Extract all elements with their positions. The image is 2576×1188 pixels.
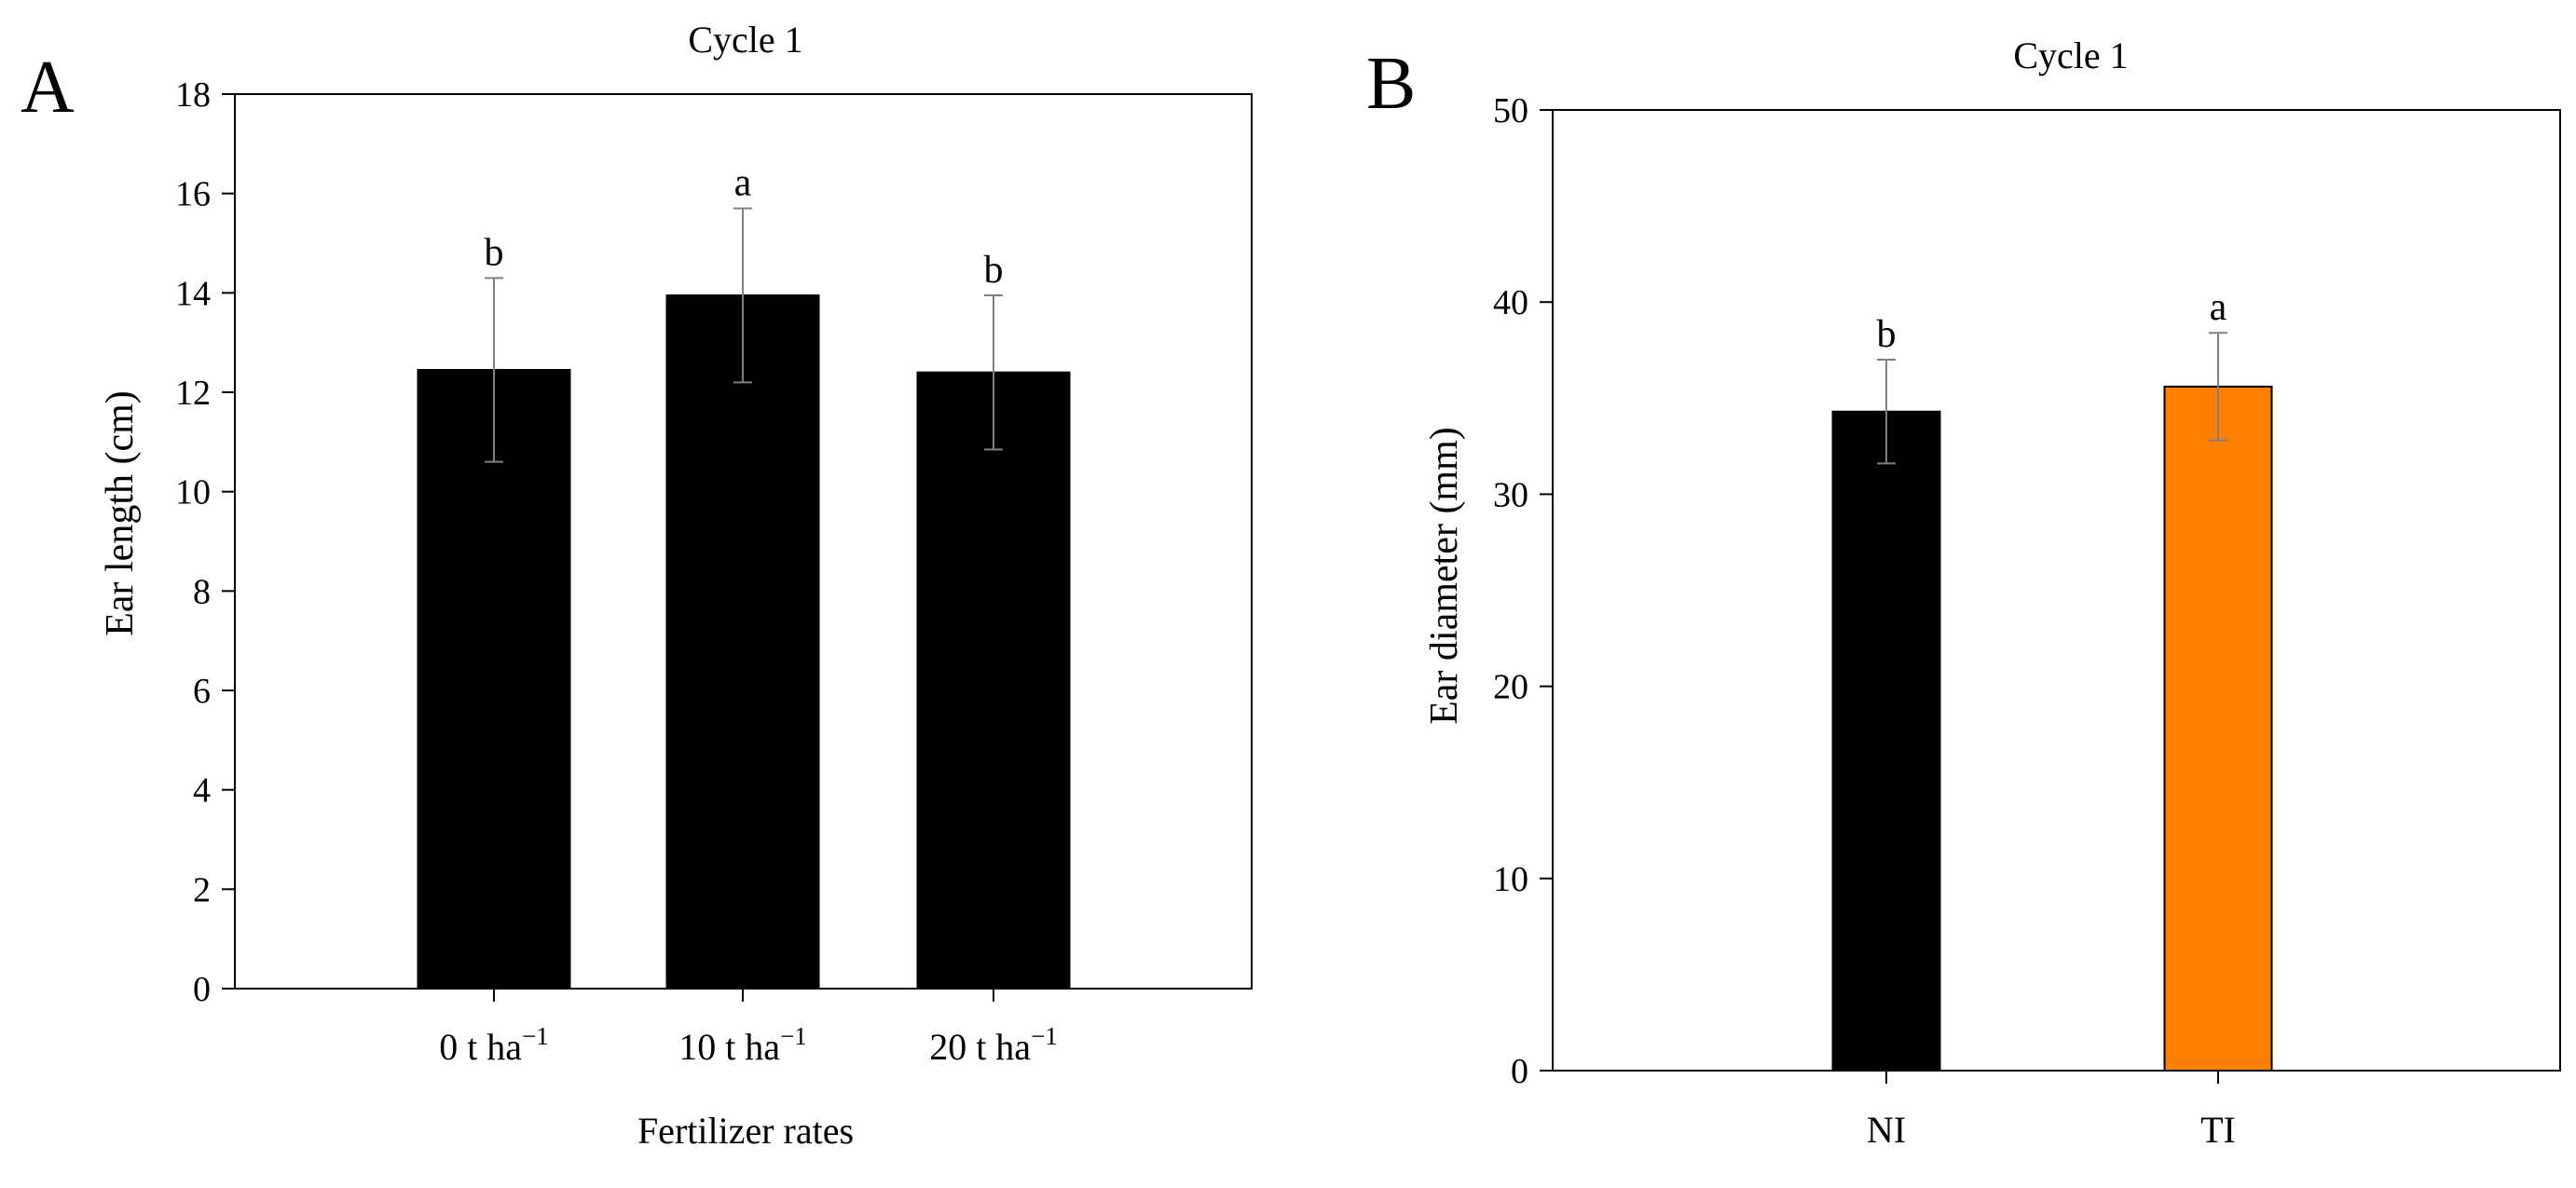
panel-a-error-bar [984,294,1003,451]
panel-a-category-text: 0 t ha [439,1026,522,1068]
panel-b-plot-frame [1552,109,2561,1072]
panel-a-y-tick-label: 12 [175,374,211,413]
panel-a-bar [665,294,820,990]
panel-a-error-bars [485,207,1003,463]
panel-a-category-label: 20 t ha−1 [929,1022,1058,1068]
panel-a-x-axis-label: Fertilizer rates [637,1110,854,1152]
panel-b-x-ticks: NI TI [1867,1071,2236,1151]
panel-a-category-label: 0 t ha−1 [439,1022,549,1068]
panel-a-category-superscript: −1 [1031,1022,1058,1050]
panel-a-category-label: 10 t ha−1 [678,1022,807,1068]
panel-b-y-tick-label: 40 [1493,283,1528,322]
panel-b-y-tick-label: 0 [1511,1052,1528,1091]
panel-b-y-tick-label: 10 [1493,860,1528,899]
panel-b-y-tick-label: 50 [1493,91,1528,130]
panel-b-category-text: TI [2200,1109,2236,1151]
panel-b-significance-letters: ba [1877,286,2227,356]
panel-b-title: Cycle 1 [2013,34,2128,76]
panel-a-y-tick-label: 2 [193,870,211,909]
panel-a-category-superscript: −1 [522,1022,549,1050]
panel-b-significance-letter: a [2210,286,2227,329]
panel-b-y-axis-label: Ear diameter (mm) [1423,427,1466,725]
panel-b-category-label: TI [2200,1109,2236,1151]
panel-a-x-ticks: 0 t ha−1 10 t ha−1 20 t ha−1 [439,989,1058,1068]
panel-a-error-bar [485,277,503,463]
panel-a-y-tick-label: 16 [175,175,211,214]
panel-a-y-tick-label: 14 [175,274,211,313]
panel-b-error-bars [1877,332,2227,465]
panel-a-bars [417,294,1071,990]
panel-a-y-tick-label: 4 [193,772,211,811]
panel-b-bar [2163,385,2273,1072]
panel-a-significance-letter: b [984,249,1004,292]
panel-a-bar [417,369,571,990]
panel-b-error-bar [1877,359,1896,465]
panel-b-y-tick-label: 20 [1493,668,1528,707]
panel-b-bars [1831,385,2273,1072]
panel-a-y-tick-label: 0 [193,970,211,1009]
panel-b-y-tick-label: 30 [1493,475,1528,514]
panel-b-bar [1831,410,1941,1072]
panel-a-y-tick-label: 6 [193,672,211,711]
panel-b-error-bar [2209,332,2227,442]
panel-a-significance-letters: b a b [485,162,1004,292]
panel-a-category-text: 10 t ha [678,1026,780,1068]
panel-b-y-ticks: 0 10 20 30 40 50 [1493,91,1553,1091]
panel-a: A Cycle 1 Ear length (cm) Fertilizer rat… [21,19,1253,1152]
panel-a-y-ticks: 0 2 4 6 8 10 12 14 16 18 [175,75,235,1009]
panel-a-title: Cycle 1 [688,19,802,61]
panel-a-significance-letter: a [734,162,752,205]
panel-b: B Cycle 1 Ear diameter (mm) 01020304050 … [1366,34,2561,1151]
panel-b-category-label: NI [1867,1109,1906,1151]
panel-a-y-tick-label: 10 [175,473,211,512]
panel-a-y-tick-label: 8 [193,572,211,611]
panel-a-category-text: 20 t ha [929,1026,1031,1068]
panel-b-significance-letter: b [1877,313,1897,356]
panel-a-label: A [21,47,75,129]
panel-b-category-text: NI [1867,1109,1906,1151]
panel-a-bar [916,371,1071,990]
panel-a-y-tick-label: 18 [175,75,211,115]
panel-a-y-axis-label: Ear length (cm) [99,390,142,636]
panel-a-category-superscript: −1 [780,1022,807,1050]
panel-a-significance-letter: b [485,231,504,274]
panel-a-error-bar [733,207,752,384]
panel-b-label: B [1366,43,1416,125]
